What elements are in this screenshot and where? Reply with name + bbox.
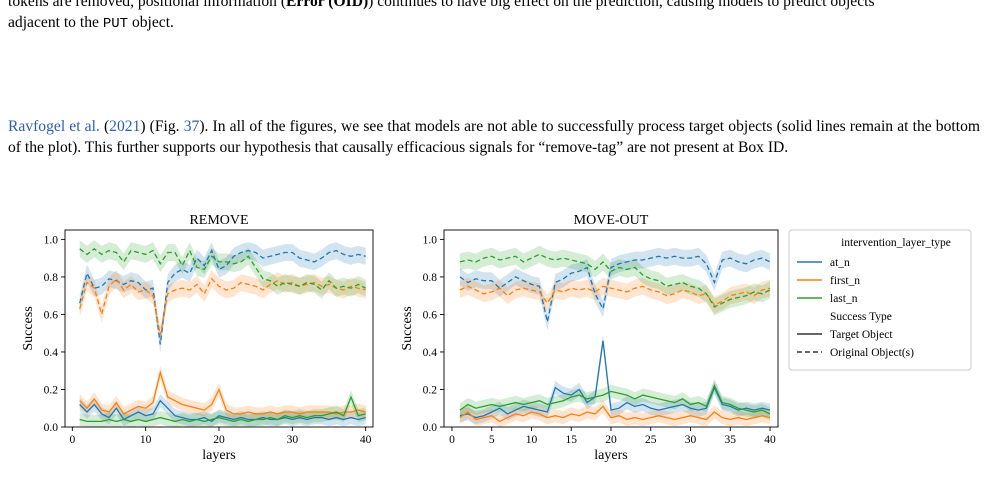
y-tick-label: 1.0 <box>44 234 59 246</box>
y-axis-label: Success <box>21 306 36 350</box>
text-span: ) (Fig. <box>140 118 184 135</box>
y-tick-label: 0.0 <box>423 422 438 434</box>
x-tick-label: 0 <box>69 434 75 446</box>
legend-entry-original: Original Object(s) <box>830 347 914 359</box>
x-tick-label: 40 <box>764 434 776 446</box>
chart-remove: 0 10 20 30 40 0.0 0.2 0.4 0.6 0.8 1.0 REMOVE layers S… <box>21 213 374 463</box>
confidence-band-first-n <box>79 366 366 421</box>
series-line-first-n-dashed <box>459 285 771 306</box>
legend-entry-first-n: first_n <box>830 275 860 287</box>
text-span: object. <box>128 14 174 31</box>
series-line-at-n-solid <box>459 340 771 419</box>
series-line-last-n-dashed <box>79 247 366 291</box>
confidence-band-at-n <box>79 242 366 353</box>
y-tick-label: 0.4 <box>44 347 59 359</box>
confidence-band-at-n <box>459 334 770 425</box>
x-tick-label: 35 <box>725 434 737 446</box>
y-tick-label: 0.8 <box>423 272 438 284</box>
paragraph-main: Ravfogel et al. (2021) (Fig. 37). In all… <box>8 116 980 158</box>
chart-title: REMOVE <box>189 213 248 228</box>
x-axis-label: layers <box>594 448 627 463</box>
legend-title: intervention_layer_type <box>841 237 951 249</box>
x-tick-label: 0 <box>449 434 455 446</box>
bold-term: Error (OID) <box>286 0 369 10</box>
x-tick-label: 15 <box>565 434 577 446</box>
text-span: ( <box>99 118 110 135</box>
series-line-last-n-solid <box>459 384 771 415</box>
legend-style-title: Success Type <box>830 311 892 323</box>
legend-frame <box>788 229 972 371</box>
series-line-at-n-dashed <box>459 255 771 323</box>
x-tick-label: 40 <box>360 434 372 446</box>
confidence-band-last-n <box>459 245 770 316</box>
plot-area <box>459 245 771 427</box>
legend-entry-target: Target Object <box>830 329 893 341</box>
legend-entry-last-n: last_n <box>830 293 858 305</box>
text-span: ) continues to have big effect on the pr… <box>368 0 875 10</box>
confidence-band-last-n <box>79 240 366 299</box>
text-span: ). In all of the figures, we see that mo… <box>8 118 980 156</box>
citation-year-link[interactable]: 2021 <box>109 118 141 135</box>
x-tick-label: 5 <box>489 434 495 446</box>
x-tick-label: 25 <box>645 434 657 446</box>
x-tick-label: 30 <box>287 434 299 446</box>
y-tick-label: 0.8 <box>44 272 59 284</box>
y-tick-label: 0.0 <box>44 422 59 434</box>
chart-move-out: 0 5 10 15 20 25 30 35 40 0.0 0.2 0.4 0.6 0.8 1.0 MOVE-O… <box>400 213 779 463</box>
paragraph-continuation: tokens are removed, positional informati… <box>8 0 980 35</box>
x-tick-label: 10 <box>140 434 152 446</box>
series-line-first-n-dashed <box>79 277 366 336</box>
confidence-band-last-n <box>459 379 770 421</box>
series-line-first-n-solid <box>79 370 366 415</box>
series-line-at-n-dashed <box>79 248 366 345</box>
y-tick-label: 0.2 <box>44 384 59 396</box>
x-tick-label: 20 <box>213 434 225 446</box>
x-tick-label: 30 <box>685 434 697 446</box>
figure: 0 10 20 30 40 0.0 0.2 0.4 0.6 0.8 1.0 REMOVE layers S… <box>21 213 972 463</box>
x-tick-label: 10 <box>526 434 538 446</box>
plot-area <box>79 240 366 427</box>
y-tick-label: 1.0 <box>423 234 438 246</box>
confidence-band-at-n <box>459 247 770 331</box>
confidence-band-first-n <box>459 399 770 427</box>
series-line-at-n-solid <box>79 399 366 423</box>
x-axis-label: layers <box>202 448 235 463</box>
y-tick-label: 0.2 <box>423 384 438 396</box>
chart-title: MOVE-OUT <box>574 213 649 228</box>
y-tick-label: 0.4 <box>423 347 438 359</box>
text-span: adjacent to the <box>8 14 103 31</box>
series-line-first-n-solid <box>459 405 771 423</box>
series-line-last-n-dashed <box>459 253 771 308</box>
y-tick-label: 0.6 <box>44 309 59 321</box>
y-axis-label: Success <box>400 306 415 350</box>
y-tick-label: 0.6 <box>423 309 438 321</box>
legend: intervention_layer_type at_n first_n las… <box>788 229 972 371</box>
text-span: tokens are removed, positional informati… <box>8 0 287 10</box>
citation-author-link[interactable]: Ravfogel et al. <box>8 118 100 135</box>
series-line-last-n-solid <box>79 395 366 423</box>
x-tick-label: 20 <box>605 434 617 446</box>
legend-entry-at-n: at_n <box>830 257 850 269</box>
code-token: PUT <box>102 16 129 32</box>
figure-ref-link[interactable]: 37 <box>183 118 200 135</box>
confidence-band-last-n <box>79 390 366 427</box>
